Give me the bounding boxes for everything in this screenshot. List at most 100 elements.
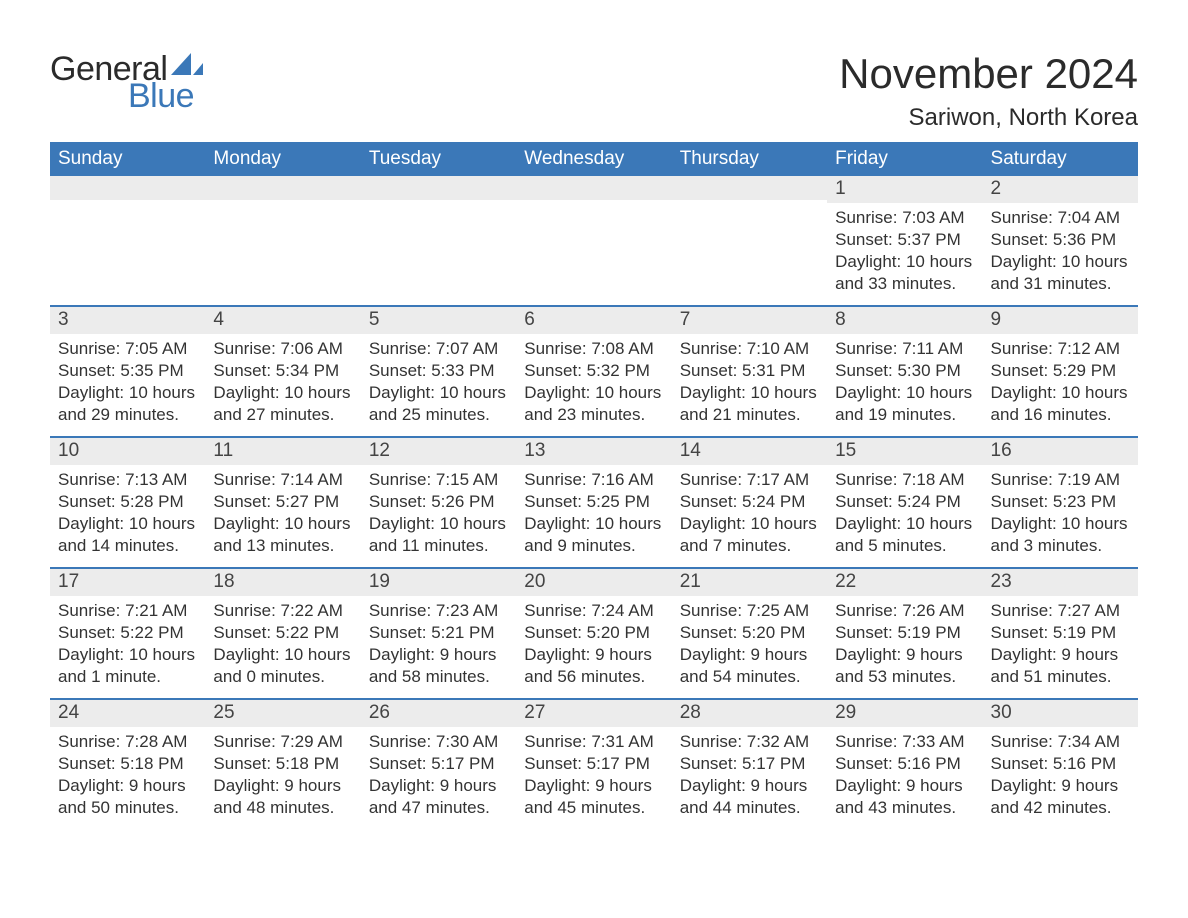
logo-text-blue: Blue	[128, 77, 194, 116]
day-data	[205, 200, 360, 208]
calendar-day-cell: 28Sunrise: 7:32 AMSunset: 5:17 PMDayligh…	[672, 700, 827, 830]
sunset-text: Sunset: 5:22 PM	[58, 622, 197, 644]
calendar-day-cell: 13Sunrise: 7:16 AMSunset: 5:25 PMDayligh…	[516, 438, 671, 568]
daylight-text: Daylight: 10 hours and 21 minutes.	[680, 382, 819, 426]
day-data: Sunrise: 7:32 AMSunset: 5:17 PMDaylight:…	[672, 727, 827, 823]
calendar-day-cell: 19Sunrise: 7:23 AMSunset: 5:21 PMDayligh…	[361, 569, 516, 699]
day-header: Wednesday	[516, 142, 671, 176]
daylight-text: Daylight: 10 hours and 23 minutes.	[524, 382, 663, 426]
sunset-text: Sunset: 5:24 PM	[835, 491, 974, 513]
sunset-text: Sunset: 5:24 PM	[680, 491, 819, 513]
day-number: 10	[50, 438, 205, 465]
day-data: Sunrise: 7:15 AMSunset: 5:26 PMDaylight:…	[361, 465, 516, 561]
day-data: Sunrise: 7:33 AMSunset: 5:16 PMDaylight:…	[827, 727, 982, 823]
sunrise-text: Sunrise: 7:05 AM	[58, 338, 197, 360]
day-data: Sunrise: 7:34 AMSunset: 5:16 PMDaylight:…	[983, 727, 1138, 823]
calendar-day-cell: 25Sunrise: 7:29 AMSunset: 5:18 PMDayligh…	[205, 700, 360, 830]
sunset-text: Sunset: 5:19 PM	[991, 622, 1130, 644]
daylight-text: Daylight: 10 hours and 0 minutes.	[213, 644, 352, 688]
daylight-text: Daylight: 10 hours and 29 minutes.	[58, 382, 197, 426]
day-data: Sunrise: 7:17 AMSunset: 5:24 PMDaylight:…	[672, 465, 827, 561]
day-number	[205, 176, 360, 200]
daylight-text: Daylight: 9 hours and 48 minutes.	[213, 775, 352, 819]
sunrise-text: Sunrise: 7:06 AM	[213, 338, 352, 360]
calendar-day-cell: 24Sunrise: 7:28 AMSunset: 5:18 PMDayligh…	[50, 700, 205, 830]
day-number: 26	[361, 700, 516, 727]
day-number: 22	[827, 569, 982, 596]
day-number: 24	[50, 700, 205, 727]
day-data: Sunrise: 7:25 AMSunset: 5:20 PMDaylight:…	[672, 596, 827, 692]
sunset-text: Sunset: 5:17 PM	[524, 753, 663, 775]
day-data: Sunrise: 7:24 AMSunset: 5:20 PMDaylight:…	[516, 596, 671, 692]
day-number: 17	[50, 569, 205, 596]
sunrise-text: Sunrise: 7:04 AM	[991, 207, 1130, 229]
day-header: Tuesday	[361, 142, 516, 176]
day-data: Sunrise: 7:07 AMSunset: 5:33 PMDaylight:…	[361, 334, 516, 430]
sunset-text: Sunset: 5:25 PM	[524, 491, 663, 513]
daylight-text: Daylight: 10 hours and 19 minutes.	[835, 382, 974, 426]
day-number: 12	[361, 438, 516, 465]
sunrise-text: Sunrise: 7:24 AM	[524, 600, 663, 622]
calendar-day-cell: 4Sunrise: 7:06 AMSunset: 5:34 PMDaylight…	[205, 307, 360, 437]
day-data	[50, 200, 205, 208]
sunrise-text: Sunrise: 7:34 AM	[991, 731, 1130, 753]
sunset-text: Sunset: 5:19 PM	[835, 622, 974, 644]
sunrise-text: Sunrise: 7:19 AM	[991, 469, 1130, 491]
calendar-day-cell: 7Sunrise: 7:10 AMSunset: 5:31 PMDaylight…	[672, 307, 827, 437]
day-number	[50, 176, 205, 200]
sunset-text: Sunset: 5:34 PM	[213, 360, 352, 382]
calendar-day-cell: 11Sunrise: 7:14 AMSunset: 5:27 PMDayligh…	[205, 438, 360, 568]
day-number: 2	[983, 176, 1138, 203]
sunrise-text: Sunrise: 7:16 AM	[524, 469, 663, 491]
sunset-text: Sunset: 5:17 PM	[369, 753, 508, 775]
calendar-body: 1Sunrise: 7:03 AMSunset: 5:37 PMDaylight…	[50, 176, 1138, 830]
calendar-day-cell: 10Sunrise: 7:13 AMSunset: 5:28 PMDayligh…	[50, 438, 205, 568]
day-data: Sunrise: 7:16 AMSunset: 5:25 PMDaylight:…	[516, 465, 671, 561]
day-header: Friday	[827, 142, 982, 176]
daylight-text: Daylight: 10 hours and 3 minutes.	[991, 513, 1130, 557]
sunrise-text: Sunrise: 7:28 AM	[58, 731, 197, 753]
calendar-table: Sunday Monday Tuesday Wednesday Thursday…	[50, 142, 1138, 830]
daylight-text: Daylight: 9 hours and 53 minutes.	[835, 644, 974, 688]
sunrise-text: Sunrise: 7:12 AM	[991, 338, 1130, 360]
day-number: 19	[361, 569, 516, 596]
sunrise-text: Sunrise: 7:33 AM	[835, 731, 974, 753]
daylight-text: Daylight: 10 hours and 14 minutes.	[58, 513, 197, 557]
daylight-text: Daylight: 10 hours and 13 minutes.	[213, 513, 352, 557]
daylight-text: Daylight: 10 hours and 5 minutes.	[835, 513, 974, 557]
calendar-day-cell: 1Sunrise: 7:03 AMSunset: 5:37 PMDaylight…	[827, 176, 982, 306]
day-number: 21	[672, 569, 827, 596]
calendar-day-cell	[672, 176, 827, 306]
sunrise-text: Sunrise: 7:03 AM	[835, 207, 974, 229]
sunrise-text: Sunrise: 7:26 AM	[835, 600, 974, 622]
sunrise-text: Sunrise: 7:27 AM	[991, 600, 1130, 622]
day-data: Sunrise: 7:28 AMSunset: 5:18 PMDaylight:…	[50, 727, 205, 823]
calendar-week: 3Sunrise: 7:05 AMSunset: 5:35 PMDaylight…	[50, 307, 1138, 437]
day-number: 6	[516, 307, 671, 334]
day-number	[516, 176, 671, 200]
calendar-day-cell: 2Sunrise: 7:04 AMSunset: 5:36 PMDaylight…	[983, 176, 1138, 306]
calendar-day-cell	[205, 176, 360, 306]
sunset-text: Sunset: 5:32 PM	[524, 360, 663, 382]
calendar-day-cell: 14Sunrise: 7:17 AMSunset: 5:24 PMDayligh…	[672, 438, 827, 568]
calendar-day-cell	[361, 176, 516, 306]
sunrise-text: Sunrise: 7:21 AM	[58, 600, 197, 622]
sunset-text: Sunset: 5:28 PM	[58, 491, 197, 513]
day-number: 27	[516, 700, 671, 727]
sunset-text: Sunset: 5:26 PM	[369, 491, 508, 513]
daylight-text: Daylight: 9 hours and 51 minutes.	[991, 644, 1130, 688]
daylight-text: Daylight: 9 hours and 47 minutes.	[369, 775, 508, 819]
day-number: 16	[983, 438, 1138, 465]
calendar-day-cell	[516, 176, 671, 306]
sunrise-text: Sunrise: 7:14 AM	[213, 469, 352, 491]
sunset-text: Sunset: 5:29 PM	[991, 360, 1130, 382]
sunset-text: Sunset: 5:37 PM	[835, 229, 974, 251]
daylight-text: Daylight: 9 hours and 44 minutes.	[680, 775, 819, 819]
sunset-text: Sunset: 5:23 PM	[991, 491, 1130, 513]
day-data: Sunrise: 7:13 AMSunset: 5:28 PMDaylight:…	[50, 465, 205, 561]
daylight-text: Daylight: 9 hours and 54 minutes.	[680, 644, 819, 688]
sunset-text: Sunset: 5:16 PM	[835, 753, 974, 775]
calendar-week: 10Sunrise: 7:13 AMSunset: 5:28 PMDayligh…	[50, 438, 1138, 568]
calendar-day-cell: 29Sunrise: 7:33 AMSunset: 5:16 PMDayligh…	[827, 700, 982, 830]
day-data: Sunrise: 7:27 AMSunset: 5:19 PMDaylight:…	[983, 596, 1138, 692]
